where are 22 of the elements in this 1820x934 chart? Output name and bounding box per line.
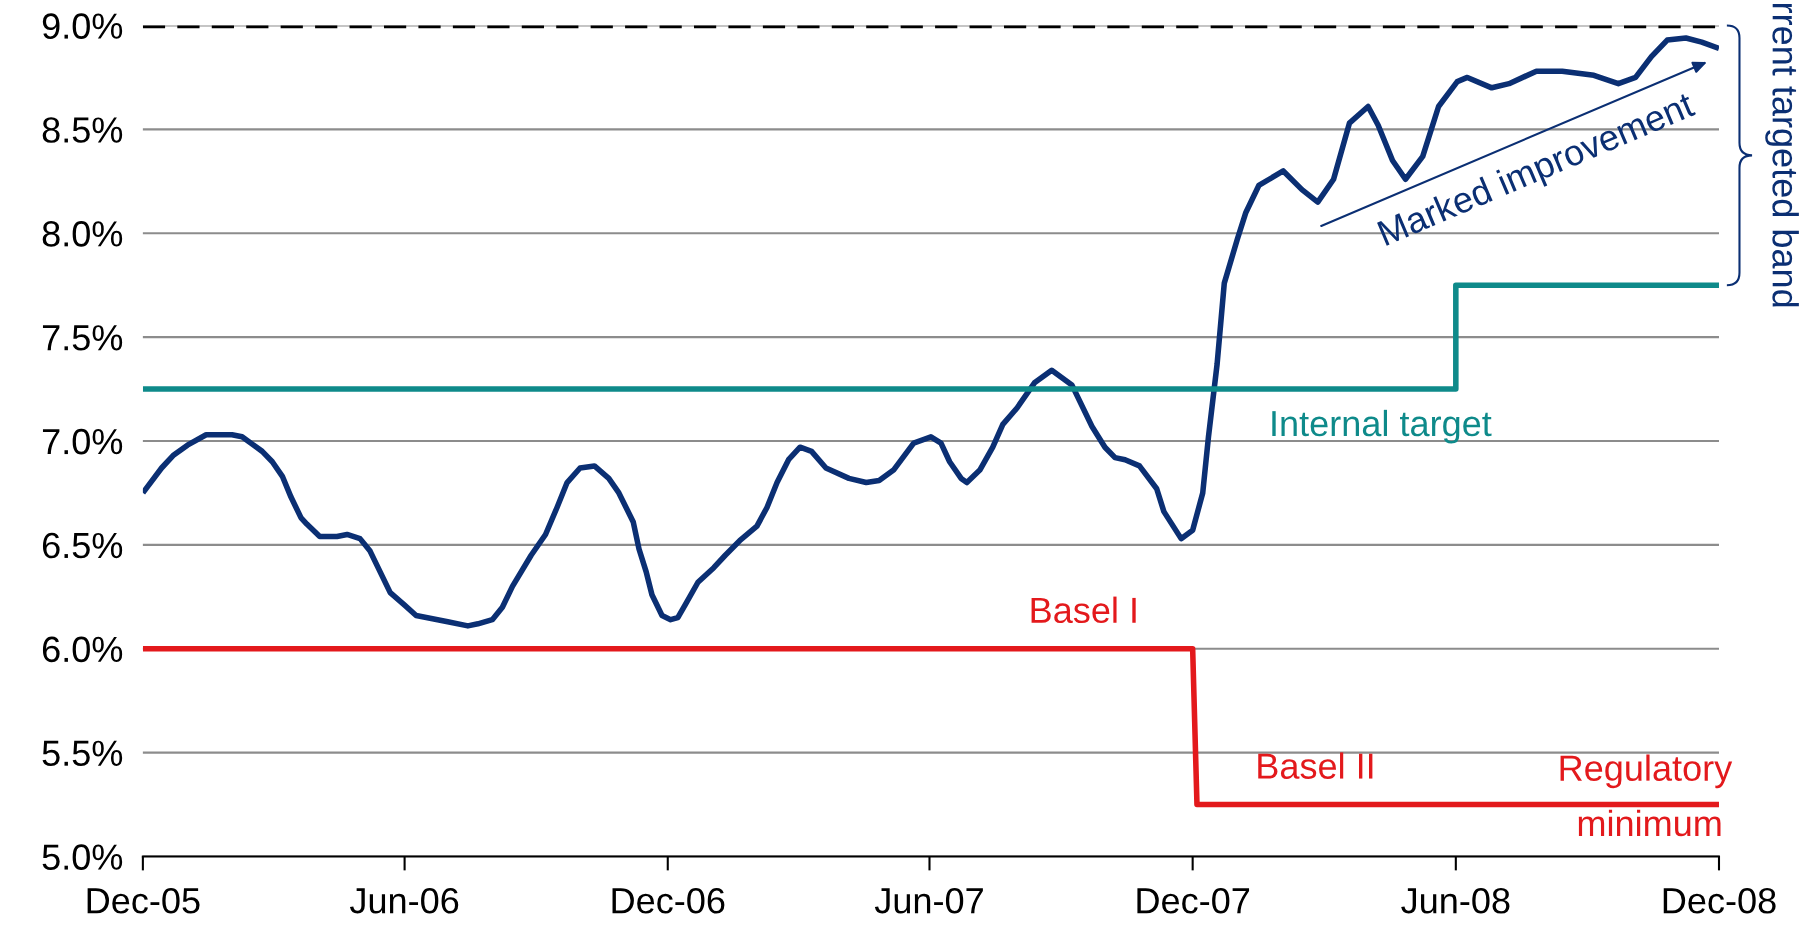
x-tick-label: Dec-06 (612, 887, 725, 914)
y-tick-label: 9.0% (42, 13, 123, 39)
y-tick-label: 7.0% (42, 428, 123, 455)
y-tick-label: 5.5% (42, 740, 123, 767)
x-tick-label: Dec-08 (1663, 887, 1776, 914)
annotation: minimum (1578, 809, 1721, 837)
x-tick-label: Jun-08 (1401, 887, 1510, 914)
y-tick-label: 8.5% (42, 117, 123, 143)
x-tick-label: Dec-05 (87, 887, 200, 914)
y-tick-label: 6.5% (42, 532, 123, 559)
x-tick-label: Dec-07 (1137, 887, 1250, 914)
x-tick-label: Jun-06 (349, 887, 459, 914)
x-tick-label: Jun-07 (874, 887, 983, 914)
annotation: Basel II (1258, 752, 1373, 779)
y-tick-label: 7.5% (42, 325, 123, 351)
annotation: Regulatory (1560, 754, 1733, 789)
series-label: Internal target (1272, 409, 1492, 444)
y-tick-label: 5.0% (42, 844, 123, 870)
text: rrent targeted band (1765, 3, 1799, 307)
y-tick-label: 6.0% (42, 636, 123, 663)
annotation: Basel I (1031, 596, 1136, 624)
y-tick-label: 8.0% (42, 221, 123, 247)
